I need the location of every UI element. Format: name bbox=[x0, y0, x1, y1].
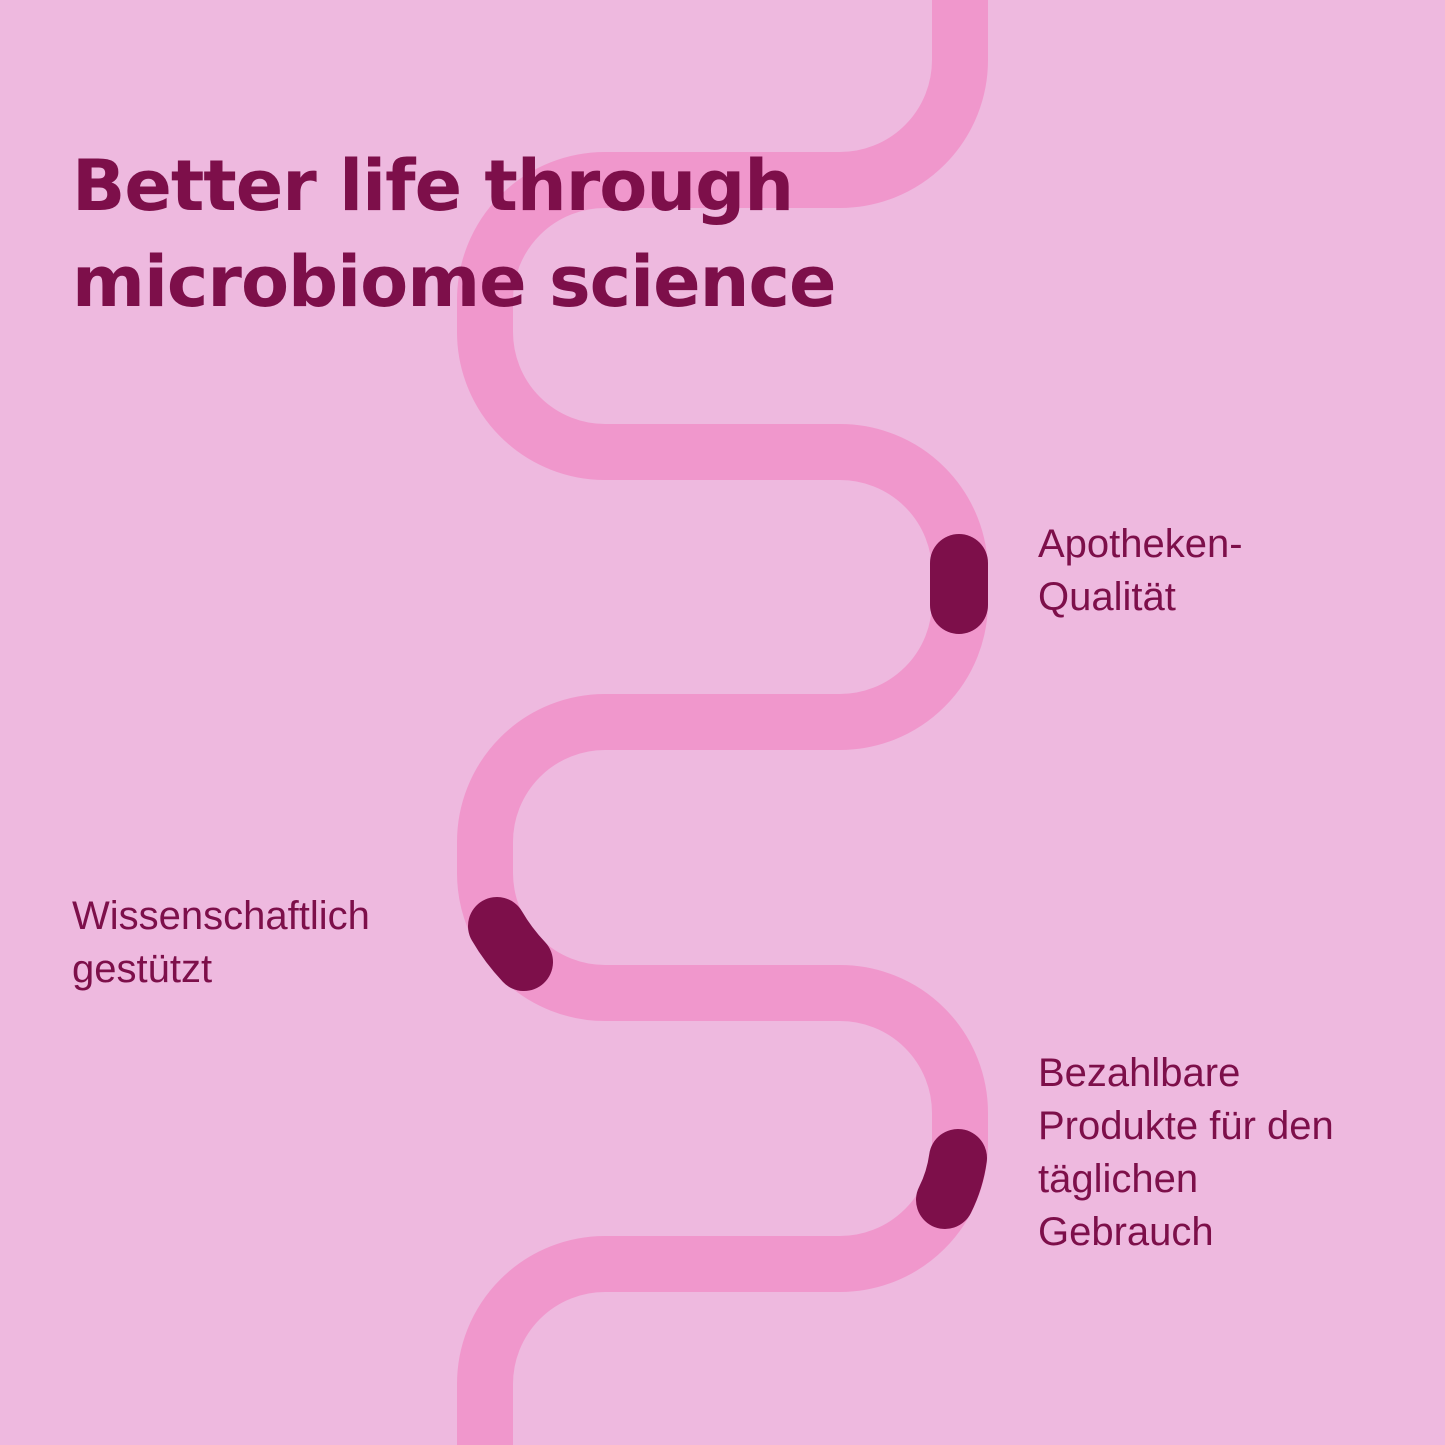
marker-bezahlbare bbox=[916, 1129, 987, 1229]
label-bezahlbare-produkte: Bezahlbare Produkte für den täglichen Ge… bbox=[1038, 1051, 1334, 1254]
headline: Better life through microbiome science bbox=[72, 145, 836, 323]
marker-wissenschaftlich bbox=[468, 897, 553, 991]
label-wissenschaftlich-gestuetzt: Wissenschaftlich gestützt bbox=[72, 894, 370, 991]
label-apotheken-qualitaet: Apotheken- Qualität bbox=[1038, 522, 1243, 619]
